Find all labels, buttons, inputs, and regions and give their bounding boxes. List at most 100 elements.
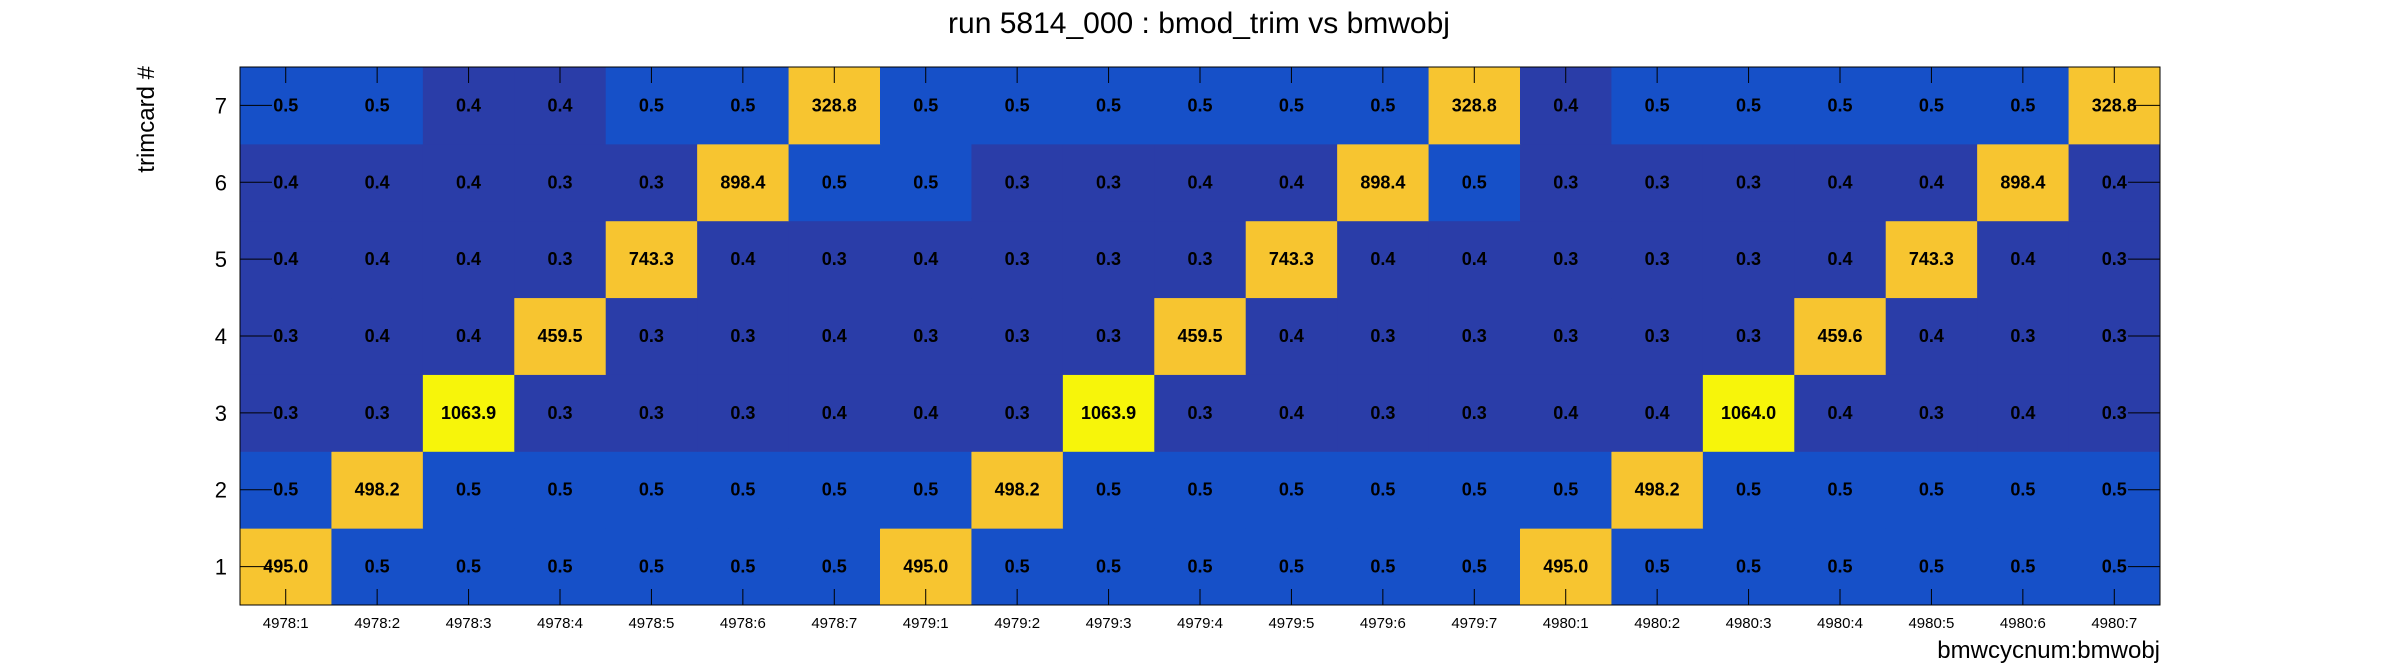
cell-value-label: 0.3 <box>1096 326 1121 346</box>
y-tick-label: 6 <box>215 170 227 195</box>
cell-value-label: 0.4 <box>730 249 755 269</box>
cell-value-label: 495.0 <box>263 557 308 577</box>
heatmap-cell <box>331 143 424 222</box>
heatmap-cell <box>1245 220 1338 299</box>
heatmap-cell <box>788 297 881 375</box>
cell-value-label: 0.4 <box>456 326 481 346</box>
y-axis-title: trimcard # <box>133 65 160 172</box>
heatmap-cell <box>1520 143 1612 222</box>
cell-value-label: 0.4 <box>1553 95 1578 115</box>
cell-value-label: 498.2 <box>355 480 400 500</box>
cell-value-label: 0.5 <box>1736 480 1761 500</box>
cell-value-label: 0.4 <box>822 326 847 346</box>
cell-value-label: 0.3 <box>2010 326 2035 346</box>
cell-value-label: 0.4 <box>1827 172 1852 192</box>
heatmap-cell <box>971 374 1064 452</box>
cell-value-label: 0.5 <box>822 172 847 192</box>
heatmap-cell <box>880 297 972 375</box>
cell-value-label: 0.3 <box>1096 249 1121 269</box>
cell-value-label: 0.3 <box>547 249 572 269</box>
heatmap-cell <box>697 297 790 375</box>
cell-value-label: 0.5 <box>547 557 572 577</box>
heatmap-cell <box>1885 220 1978 299</box>
x-tick-label: 4978:3 <box>446 615 492 632</box>
x-tick-label: 4979:6 <box>1360 615 1406 632</box>
heatmap-cell <box>605 143 698 222</box>
heatmap-cell <box>1062 220 1155 299</box>
cell-value-label: 0.4 <box>1827 249 1852 269</box>
cell-value-label: 898.4 <box>1360 172 1405 192</box>
cell-value-label: 0.5 <box>913 480 938 500</box>
x-tick-label: 4978:4 <box>537 615 583 632</box>
heatmap-cell <box>1154 220 1247 299</box>
heatmap-cell <box>1520 297 1612 375</box>
cell-value-label: 0.5 <box>273 480 298 500</box>
x-tick-label: 4979:4 <box>1177 615 1223 632</box>
cell-value-label: 0.5 <box>365 95 390 115</box>
cell-value-label: 0.4 <box>365 249 390 269</box>
cell-value-label: 0.5 <box>1462 480 1487 500</box>
heatmap-cell <box>1154 297 1247 375</box>
cell-value-label: 0.3 <box>639 172 664 192</box>
heatmap-cell <box>1794 374 1887 452</box>
cell-value-label: 0.3 <box>1736 249 1761 269</box>
heatmap-cell <box>1794 451 1887 529</box>
heatmap-cell <box>514 143 607 222</box>
x-tick-label: 4978:5 <box>628 615 674 632</box>
heatmap-cell <box>605 374 698 452</box>
cell-value-label: 0.5 <box>1736 95 1761 115</box>
cell-value-label: 0.3 <box>1462 403 1487 423</box>
cell-value-label: 0.5 <box>2010 557 2035 577</box>
x-tick-label: 4979:1 <box>903 615 949 632</box>
heatmap-cell <box>1702 143 1795 222</box>
heatmap-cell <box>1337 451 1430 529</box>
cell-value-label: 0.5 <box>1827 95 1852 115</box>
heatmap-cell <box>605 451 698 529</box>
x-tick-label: 4978:6 <box>720 615 766 632</box>
cell-value-label: 1063.9 <box>441 403 496 423</box>
cell-value-label: 0.3 <box>730 326 755 346</box>
cell-value-label: 0.3 <box>913 326 938 346</box>
heatmap-cell <box>422 220 515 299</box>
y-tick-label: 3 <box>215 401 227 426</box>
cell-value-label: 0.5 <box>1919 95 1944 115</box>
x-tick-label: 4979:3 <box>1086 615 1132 632</box>
cell-value-label: 0.4 <box>273 172 298 192</box>
cell-value-label: 0.4 <box>456 172 481 192</box>
heatmap-cell <box>1245 143 1338 222</box>
heatmap-cell <box>788 374 881 452</box>
cell-value-label: 0.4 <box>1279 403 1304 423</box>
heatmap-cell <box>1611 220 1704 299</box>
heatmap-cell <box>1885 451 1978 529</box>
cell-value-label: 0.5 <box>273 95 298 115</box>
y-tick-label: 2 <box>215 478 227 503</box>
cell-value-label: 0.4 <box>1919 172 1944 192</box>
heatmap-cell <box>422 143 515 222</box>
heatmap-cell <box>1794 143 1887 222</box>
heatmap-cell <box>1062 374 1155 452</box>
heatmap-cell <box>1885 297 1978 375</box>
heatmap-cell <box>1245 451 1338 529</box>
heatmap-cell <box>514 374 607 452</box>
heatmap-cell <box>880 451 972 529</box>
cell-value-label: 0.3 <box>1645 249 1670 269</box>
y-tick-label: 1 <box>215 555 227 580</box>
cell-value-label: 0.4 <box>913 403 938 423</box>
cell-value-label: 0.5 <box>639 557 664 577</box>
heatmap-cell <box>514 451 607 529</box>
cell-value-label: 0.3 <box>1370 403 1395 423</box>
heatmap-cell <box>788 451 881 529</box>
heatmap-cell <box>331 451 424 529</box>
heatmap-cell <box>1062 143 1155 222</box>
cell-value-label: 0.5 <box>1187 480 1212 500</box>
heatmap-cell <box>422 374 515 452</box>
x-tick-label: 4980:1 <box>1543 615 1589 632</box>
cell-value-label: 0.5 <box>1005 95 1030 115</box>
cell-value-label: 0.5 <box>2102 480 2127 500</box>
cell-value-label: 0.3 <box>1187 403 1212 423</box>
y-tick-labels: 1 2 3 4 5 6 7 <box>215 93 227 579</box>
heatmap-cell <box>331 220 424 299</box>
cell-value-label: 0.3 <box>1462 326 1487 346</box>
cell-value-label: 0.3 <box>1553 172 1578 192</box>
x-tick-label: 4979:2 <box>994 615 1040 632</box>
